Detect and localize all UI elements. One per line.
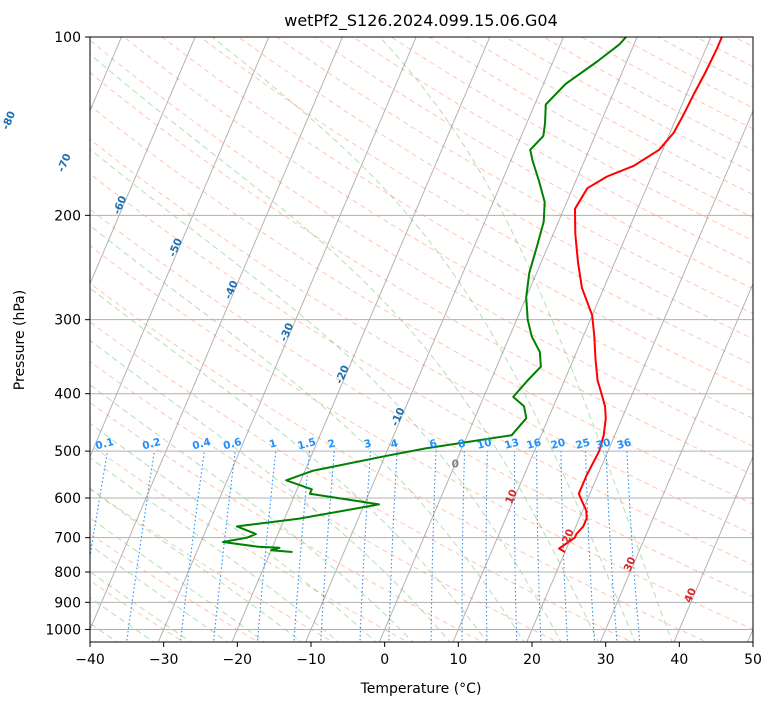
isotherm-line — [231, 37, 491, 642]
isotherm-label: 40 — [682, 586, 699, 604]
x-tick-label: −10 — [296, 652, 326, 668]
axes: −40 −30 −20 −10 0 10 20 30 40 5010020030040050060… — [45, 30, 762, 668]
temperature-profile — [558, 37, 723, 553]
y-tick-label: 100 — [54, 30, 81, 46]
isotherm-label: 20 — [560, 527, 577, 545]
mixing-ratio-line — [485, 451, 488, 642]
mixing-ratio-label: 0.6 — [222, 436, 243, 452]
dry-adiabat — [90, 444, 409, 642]
mixing-ratio-line — [536, 451, 542, 642]
x-tick-label: −20 — [223, 652, 253, 668]
mixing-ratio-label: 10 — [476, 437, 493, 452]
isotherm-label: 0 — [452, 459, 459, 471]
isotherm-label: 10 — [503, 488, 520, 506]
x-tick-label: 40 — [670, 652, 688, 668]
plot-area — [90, 37, 753, 642]
mixing-ratio-label: 0.1 — [94, 436, 115, 452]
mixing-ratio-label: 8 — [457, 437, 467, 450]
isotherm-label: 30 — [622, 555, 639, 573]
chart-title: wetPf2_S126.2024.099.15.06.G04 — [284, 11, 558, 31]
y-tick-label: 600 — [54, 491, 81, 507]
y-tick-label: 700 — [54, 531, 81, 547]
isotherm-line — [90, 37, 196, 286]
x-tick-label: −30 — [149, 652, 179, 668]
mixing-ratio-label: 25 — [574, 437, 591, 452]
mixing-ratio-line — [430, 451, 437, 642]
isotherm-line — [305, 37, 565, 642]
mixing-ratio-line — [585, 451, 596, 642]
x-axis-title: Temperature (°C) — [360, 681, 482, 697]
isotherm-line — [90, 37, 270, 458]
dry-adiabat — [314, 37, 753, 290]
moist-adiabat — [90, 339, 451, 642]
dewpoint-profile — [222, 37, 627, 553]
background-lines — [90, 37, 753, 642]
dry-adiabat — [90, 39, 753, 447]
y-tick-label: 400 — [54, 387, 81, 403]
mixing-ratio-label: 30 — [595, 437, 612, 452]
x-tick-label: 50 — [744, 652, 762, 668]
mixing-ratio-label: 2 — [326, 437, 336, 450]
isotherm-line — [90, 37, 344, 631]
isotherm-line — [378, 37, 638, 642]
plot-frame — [89, 36, 754, 643]
x-tick-label: 30 — [597, 652, 615, 668]
isotherm-line — [157, 37, 417, 642]
dry-adiabat — [90, 104, 753, 505]
mixing-ratio-line — [513, 451, 518, 642]
mixing-ratio-label: 16 — [525, 437, 542, 452]
moist-adiabat — [90, 53, 599, 642]
y-tick-label: 200 — [54, 208, 81, 224]
y-tick-label: 1000 — [45, 622, 81, 638]
mixing-ratio-label: 20 — [550, 437, 567, 452]
mixing-ratio-label: 0.2 — [141, 436, 162, 452]
mixing-ratio-label: 36 — [616, 437, 633, 452]
mixing-ratio-line — [359, 451, 372, 642]
y-axis-title: Pressure (hPa) — [12, 290, 28, 390]
mixing-ratio-label: 0.4 — [191, 436, 212, 452]
isotherm-line — [599, 282, 753, 642]
mixing-ratio-line — [461, 451, 466, 642]
mixing-ratio-line — [388, 451, 398, 642]
x-tick-label: −40 — [75, 652, 105, 668]
x-tick-label: 20 — [523, 652, 541, 668]
dry-adiabat — [238, 37, 753, 340]
dry-adiabat — [90, 173, 753, 566]
mixing-ratio-label: 4 — [389, 437, 399, 450]
moist-adiabat — [90, 148, 562, 642]
y-tick-label: 300 — [54, 313, 81, 329]
y-tick-label: 800 — [54, 565, 81, 581]
x-tick-label: 0 — [380, 652, 389, 668]
mixing-ratio-label: 1.5 — [296, 436, 317, 452]
mixing-ratio-label: 6 — [428, 437, 438, 450]
mixing-ratio-label: 1 — [268, 437, 278, 450]
y-tick-label: 900 — [54, 595, 81, 611]
y-tick-label: 500 — [54, 444, 81, 460]
dry-adiabat — [90, 208, 753, 598]
mixing-ratio-label: 3 — [363, 437, 373, 450]
x-tick-label: 10 — [449, 652, 467, 668]
mixing-ratio-line — [560, 451, 569, 642]
mixing-ratio-label: 13 — [503, 437, 520, 452]
sounding-profiles — [222, 37, 723, 553]
dry-adiabat — [90, 282, 708, 642]
isotherm-line — [673, 455, 753, 642]
isotherm-line — [452, 37, 712, 642]
dry-adiabat — [161, 37, 753, 392]
